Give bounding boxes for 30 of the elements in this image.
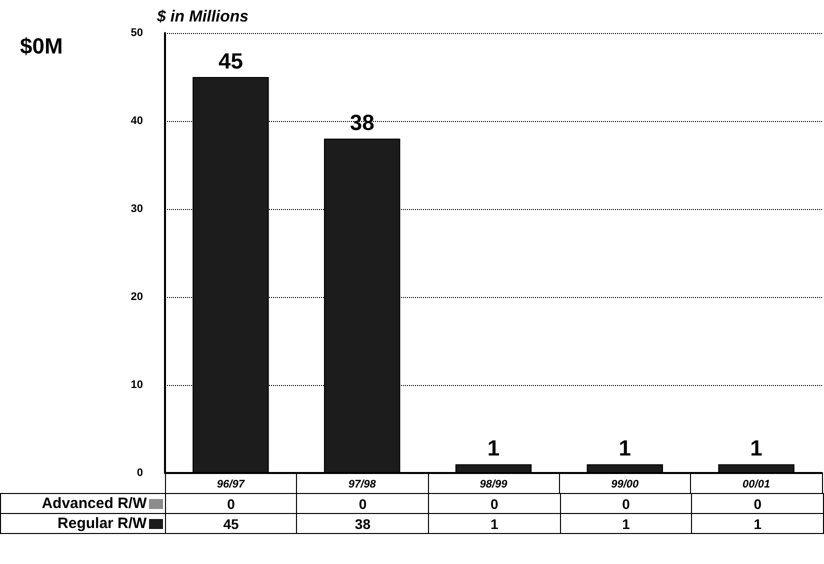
y-tick-label: 0: [136, 467, 143, 479]
legend-label: Regular R/W: [0, 514, 166, 534]
y-tick-label: 10: [130, 379, 143, 391]
x-tick-label: 97/98: [348, 478, 377, 490]
data-label: 0: [296, 494, 429, 514]
y-tick-label: 20: [130, 291, 143, 303]
data-label: 0: [692, 494, 824, 514]
text: $0M: [20, 34, 63, 58]
total-label: 45: [218, 48, 243, 74]
x-tick-label: 99/00: [611, 478, 640, 490]
total-label: 1: [750, 436, 762, 461]
data-label: 1: [692, 514, 824, 534]
data-label: 1: [560, 514, 692, 534]
y-tick-label: 40: [130, 115, 143, 127]
total-label: 38: [350, 110, 374, 136]
data-label: 45: [165, 514, 297, 534]
data-label: 0: [165, 494, 297, 514]
total-label: 1: [487, 436, 500, 461]
x-tick-label: 00/01: [742, 478, 770, 490]
data-label: 0: [428, 494, 560, 514]
x-tick-label: 96/97: [216, 478, 246, 490]
total-label: 1: [618, 436, 632, 461]
x-tick-label: 98/99: [480, 478, 508, 490]
data-label: 0: [560, 494, 692, 514]
data-label: 1: [428, 514, 560, 534]
legend-label: Advanced R/W: [0, 494, 166, 514]
data-label: 38: [296, 514, 429, 534]
y-tick-label: 50: [130, 27, 143, 39]
y-axis-title: $ in Millions: [156, 8, 249, 26]
y-tick-label: 30: [130, 203, 143, 215]
